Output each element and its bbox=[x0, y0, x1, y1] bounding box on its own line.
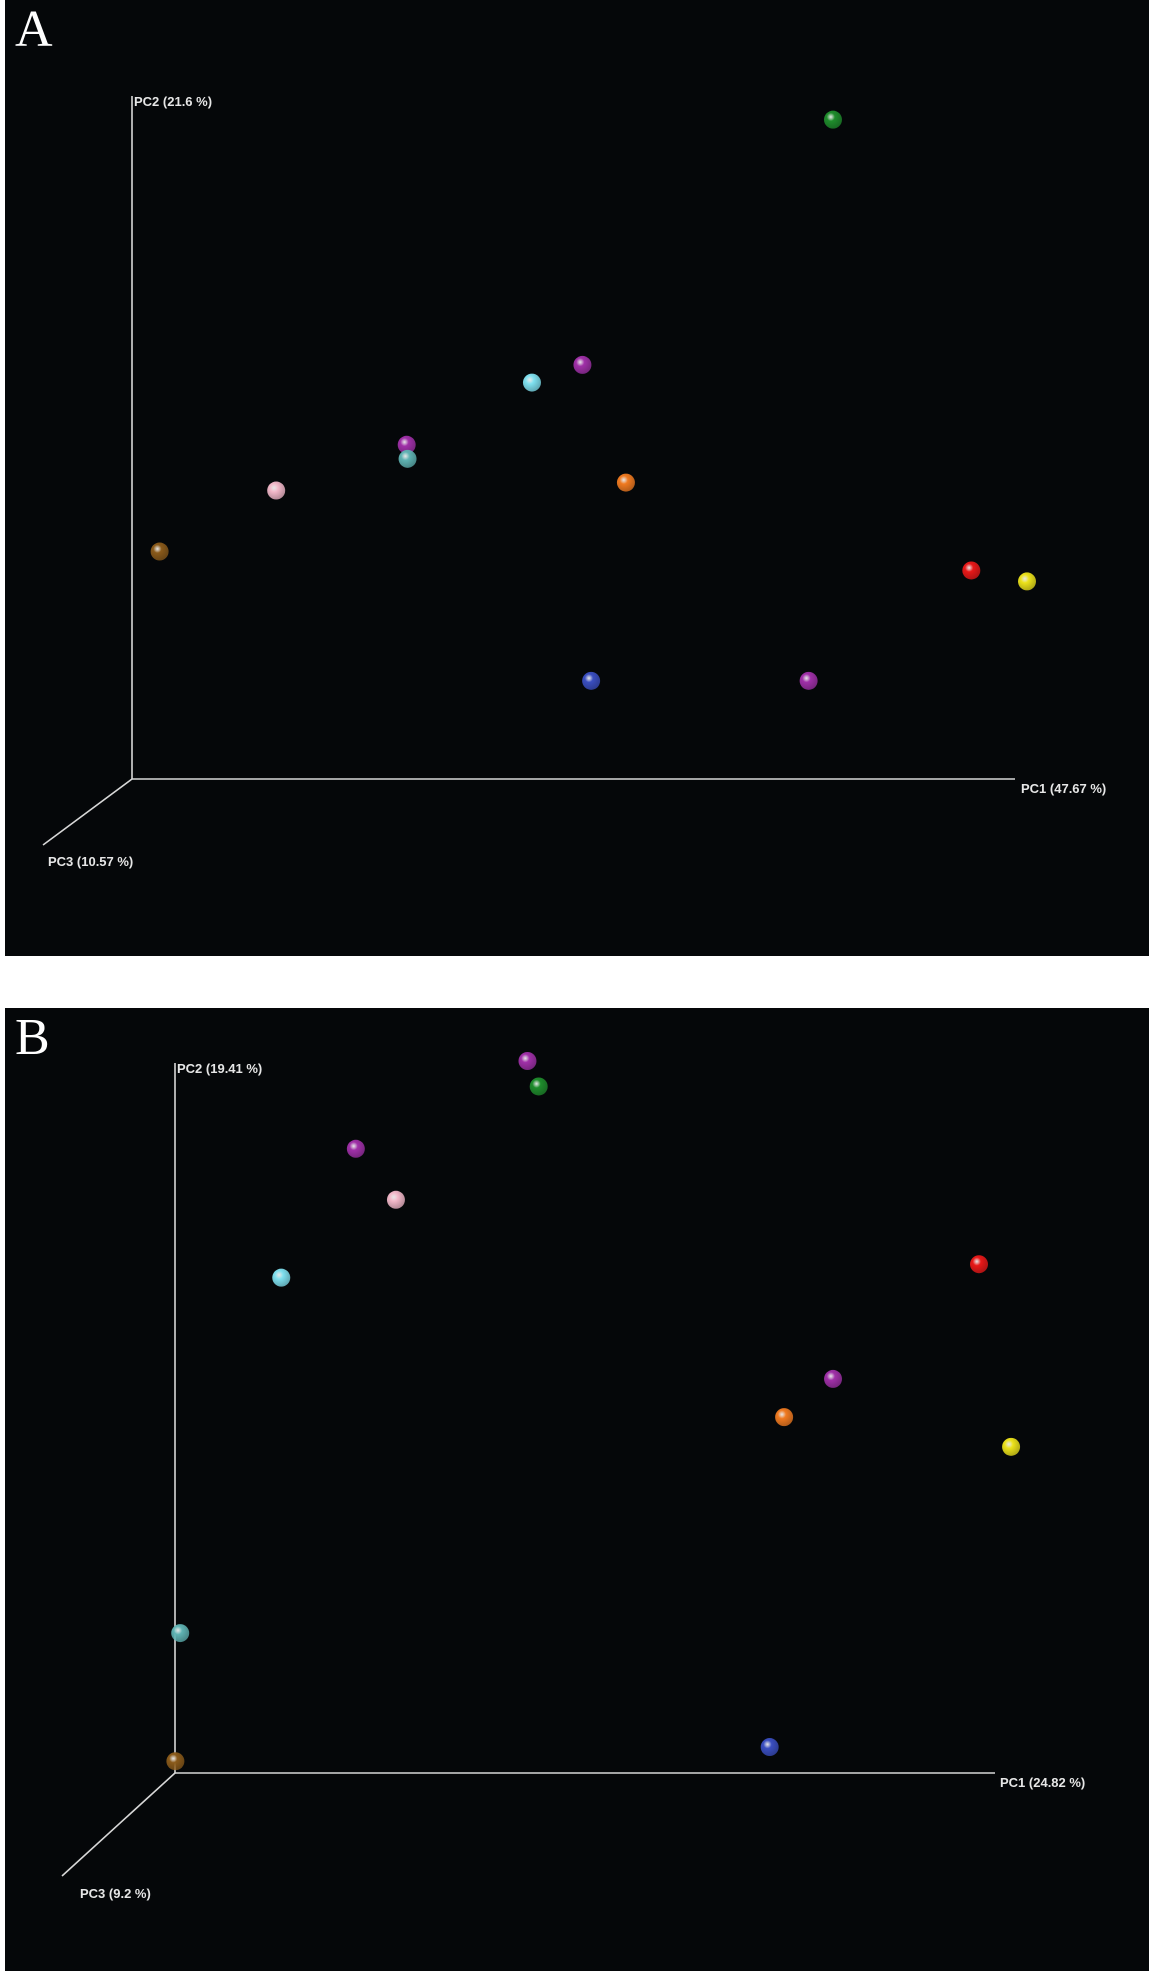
pcoa-panel-b: B PC2 (19.41 %) PC1 (24.82 %) PC3 (9.2 %) bbox=[5, 1008, 1149, 1971]
panel-letter-a: A bbox=[15, 1, 53, 58]
sample-point-b bbox=[760, 1738, 779, 1757]
pc3-axis-label-b: PC3 (9.2 %) bbox=[80, 1886, 151, 1901]
sample-point-a bbox=[267, 481, 286, 500]
sample-point-a bbox=[398, 449, 417, 468]
sample-point-a bbox=[522, 373, 541, 392]
sample-point-b bbox=[1002, 1437, 1021, 1456]
pc3-axis-label-a: PC3 (10.57 %) bbox=[48, 854, 133, 869]
sample-point-b bbox=[272, 1268, 291, 1287]
sample-point-b bbox=[171, 1624, 190, 1643]
pcoa-plot-b: PC2 (19.41 %) PC1 (24.82 %) PC3 (9.2 %) bbox=[61, 1052, 1085, 1901]
sample-point-a bbox=[397, 435, 416, 454]
panel-letter-b: B bbox=[15, 1009, 50, 1066]
pcoa-plot-a: PC2 (21.6 %) PC1 (47.67 %) PC3 (10.57 %) bbox=[42, 94, 1106, 869]
sample-point-b bbox=[775, 1408, 794, 1427]
pcoa-panel-a: A PC2 (21.6 %) PC1 (47.67 %) PC3 (10.57 %) bbox=[5, 0, 1149, 956]
sample-point-a bbox=[1018, 572, 1036, 591]
sample-point-a bbox=[582, 671, 601, 690]
sample-point-a bbox=[616, 473, 635, 492]
pc1-axis-label-a: PC1 (47.67 %) bbox=[1021, 781, 1106, 796]
sample-point-a bbox=[962, 561, 981, 580]
sample-point-b bbox=[529, 1077, 548, 1096]
pc1-axis-label-b: PC1 (24.82 %) bbox=[1000, 1775, 1085, 1790]
sample-point-b bbox=[166, 1752, 185, 1771]
pc3-axis-line-a bbox=[42, 778, 133, 846]
sample-point-b bbox=[346, 1139, 365, 1158]
sample-point-a bbox=[799, 671, 818, 690]
sample-point-a bbox=[150, 542, 169, 561]
pc3-axis-line-b bbox=[61, 1772, 176, 1877]
pc2-axis-label-a: PC2 (21.6 %) bbox=[134, 94, 212, 109]
sample-point-a bbox=[823, 110, 842, 129]
sample-point-b bbox=[824, 1369, 843, 1388]
pc2-axis-label-b: PC2 (19.41 %) bbox=[177, 1061, 262, 1076]
sample-point-a bbox=[573, 355, 592, 374]
sample-point-b bbox=[386, 1190, 405, 1209]
sample-point-b bbox=[970, 1255, 988, 1274]
sample-point-b bbox=[518, 1052, 537, 1070]
